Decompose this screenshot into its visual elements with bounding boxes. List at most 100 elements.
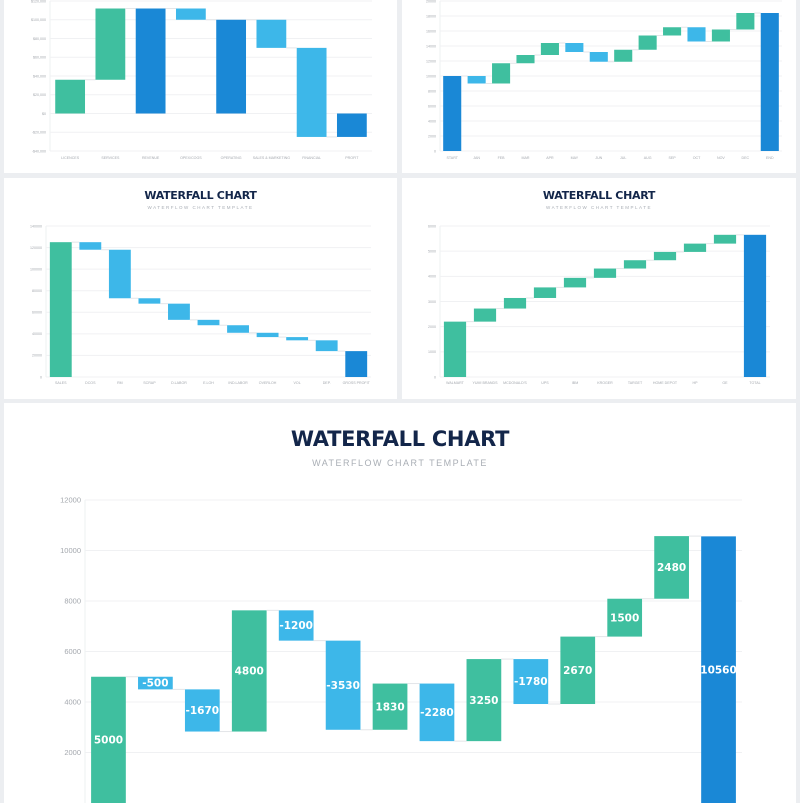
x-tick-label: JUL	[620, 156, 626, 160]
bar-increase	[443, 321, 467, 377]
x-tick-label: OVERLOH	[259, 381, 277, 385]
bar-decrease	[296, 47, 327, 137]
y-tick-label: $80,000	[33, 37, 46, 41]
x-tick-label: E.LOH	[203, 381, 214, 385]
x-tick-label: MCDONALD'S	[503, 381, 527, 385]
bar-decrease	[513, 659, 549, 705]
bar-increase	[231, 610, 267, 732]
x-tick-label: MAY	[571, 156, 579, 160]
bar-total	[216, 19, 247, 114]
bar-increase	[663, 27, 682, 36]
waterfall-chart-panel-gross-profit: 0 20000 40000 60000 80000 100000 120000 140000 S…	[4, 178, 397, 399]
y-tick-label: 140000	[30, 224, 42, 228]
bar-decrease	[184, 689, 220, 732]
x-tick-label: FEB	[498, 156, 506, 160]
bar-decrease	[256, 19, 287, 48]
bar-increase	[372, 683, 408, 730]
bar-decrease	[687, 27, 706, 42]
bar-total	[336, 113, 367, 137]
y-tick-label: $120,000	[31, 0, 46, 3]
x-tick-label: PROFIT	[345, 156, 359, 160]
x-tick-label: DEC	[742, 156, 750, 160]
y-tick-label: 2000	[428, 325, 436, 329]
x-tick-label: LICENCES	[61, 156, 80, 160]
y-tick-label: 8000	[428, 89, 436, 93]
x-tick-label: D.LABOR	[171, 381, 187, 385]
bar-increase	[49, 242, 72, 377]
y-tick-label: $60,000	[33, 56, 46, 60]
chart-subtitle: WATERFLOW CHART TEMPLATE	[147, 205, 254, 210]
bar-total	[135, 8, 166, 114]
x-tick-label: MAR	[522, 156, 530, 160]
y-tick-label: 12000	[426, 59, 436, 63]
x-tick-label: JAN	[473, 156, 480, 160]
bar-decrease	[256, 332, 279, 338]
data-label: -1670	[186, 705, 220, 717]
chart-title: WATERFALL CHART	[144, 189, 257, 202]
bar-increase	[55, 79, 86, 114]
y-tick-label: 10000	[426, 74, 436, 78]
y-tick-label: 0	[434, 149, 436, 153]
chart-svg: 0 20000 40000 60000 80000 100000 120000 140000 S…	[30, 224, 371, 385]
y-tick-label: -$20,000	[32, 131, 46, 135]
y-tick-label: 4000	[428, 275, 436, 279]
data-label: 10560	[700, 664, 737, 676]
y-tick-label: $100,000	[31, 18, 46, 22]
data-label: -500	[142, 678, 168, 690]
x-tick-label: SERVICES	[101, 156, 120, 160]
bar-decrease	[315, 340, 338, 352]
y-tick-label: 40000	[32, 332, 42, 336]
chart-subtitle: WATERFLOW CHART TEMPLATE	[546, 205, 652, 210]
bar-increase	[711, 29, 730, 42]
waterfall-chart-panel-monthly: 0 2000 4000 6000 8000 10000 12000 14000 16000 180…	[402, 0, 796, 173]
chart-svg: 0 1000 2000 3000 4000 5000 6000 WALMART YUM! BRA…	[428, 224, 770, 385]
y-tick-label: 20000	[32, 354, 42, 358]
bar-increase	[607, 598, 643, 637]
bar-decrease	[108, 249, 131, 299]
x-tick-label: RM	[117, 381, 123, 385]
bar-decrease	[227, 325, 249, 333]
bar-decrease	[175, 8, 206, 20]
waterfall-chart-panel-profit: -$40,000 -$20,000 $0 $20,000 $40,000 $60,000 $…	[4, 0, 397, 173]
bar-decrease	[325, 640, 361, 730]
x-tick-label: WALMART	[446, 381, 465, 385]
x-tick-label: REVENUE	[142, 156, 160, 160]
chart-svg: 0 2000 4000 6000 8000 10000 12000 14000 16000 180…	[426, 0, 782, 160]
chart-svg: 2000 4000 6000 8000 10000 12000 5000 -500 -1670 4…	[60, 496, 742, 803]
y-tick-label: 3000	[428, 300, 436, 304]
bar-decrease	[419, 683, 455, 742]
bar-decrease	[79, 242, 102, 250]
bar-increase	[540, 43, 559, 55]
y-tick-label: 4000	[64, 698, 81, 707]
x-tick-label: AUG	[644, 156, 652, 160]
bar-increase	[593, 268, 617, 278]
y-tick-label: 1000	[428, 350, 436, 354]
chart-title: WATERFALL CHART	[542, 189, 656, 202]
data-label: 5000	[94, 735, 123, 747]
x-tick-label: JUN	[595, 156, 602, 160]
x-tick-label: OCT	[693, 156, 701, 160]
chart-subtitle: WATERFLOW CHART TEMPLATE	[312, 458, 488, 468]
y-tick-label: 12000	[60, 496, 81, 505]
y-tick-label: $20,000	[33, 93, 46, 97]
bar-increase	[492, 63, 511, 84]
x-tick-label: APR	[546, 156, 554, 160]
data-label: 1500	[610, 612, 639, 624]
x-tick-label: GROSS PROFIT	[343, 381, 371, 385]
bar-decrease	[168, 303, 190, 320]
bar-increase	[560, 636, 596, 705]
bar-increase	[653, 251, 677, 261]
bar-decrease	[467, 76, 486, 84]
bar-decrease	[278, 610, 314, 641]
data-label: -2280	[420, 707, 454, 719]
x-tick-label: VOL	[294, 381, 301, 385]
bar-increase	[623, 260, 647, 269]
y-tick-label: 2000	[428, 134, 436, 138]
x-tick-label: IBM	[572, 381, 578, 385]
data-label: 2670	[563, 665, 592, 677]
bar-decrease	[138, 298, 161, 304]
bar-increase	[683, 243, 707, 252]
bar-decrease	[589, 52, 608, 62]
x-tick-label: SALES	[55, 381, 67, 385]
y-tick-label: 0	[40, 375, 42, 379]
